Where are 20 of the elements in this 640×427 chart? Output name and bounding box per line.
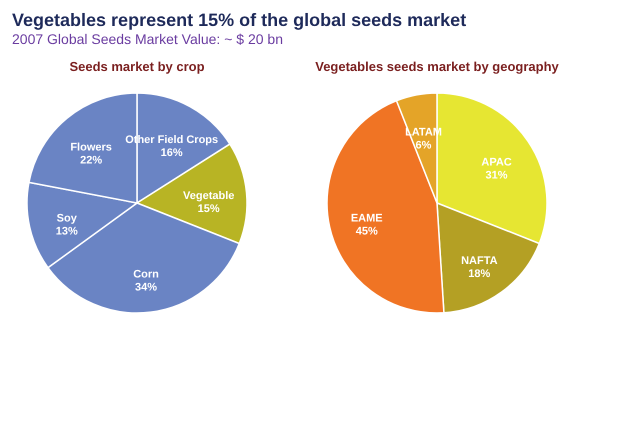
chart-title: Vegetables seeds market by geography — [315, 59, 560, 74]
slice-label: Flowers — [70, 142, 112, 154]
data-label: 15% — [198, 203, 220, 216]
data-label: 18% — [468, 268, 491, 280]
data-label: 13% — [56, 226, 78, 238]
slice-label: Vegetable — [183, 190, 234, 202]
data-label: 34% — [135, 281, 158, 294]
slice-label: APAC — [481, 156, 512, 169]
slice-label: NAFTA — [461, 255, 498, 268]
data-label: 45% — [356, 226, 378, 238]
data-label: 6% — [416, 139, 432, 152]
data-label: 16% — [160, 146, 183, 159]
data-label: 31% — [486, 170, 508, 182]
slice-label: EAME — [350, 212, 383, 225]
slice-label: Corn — [133, 268, 160, 280]
slice-label: Soy — [56, 212, 78, 225]
text: 2007 Global Seeds Market Value: ~ $ 20 bn — [12, 31, 283, 47]
text: Vegetables represent 15% of the global seeds market — [12, 10, 466, 30]
data-label: 22% — [80, 154, 102, 167]
chart-title: Seeds market by crop — [69, 59, 205, 74]
